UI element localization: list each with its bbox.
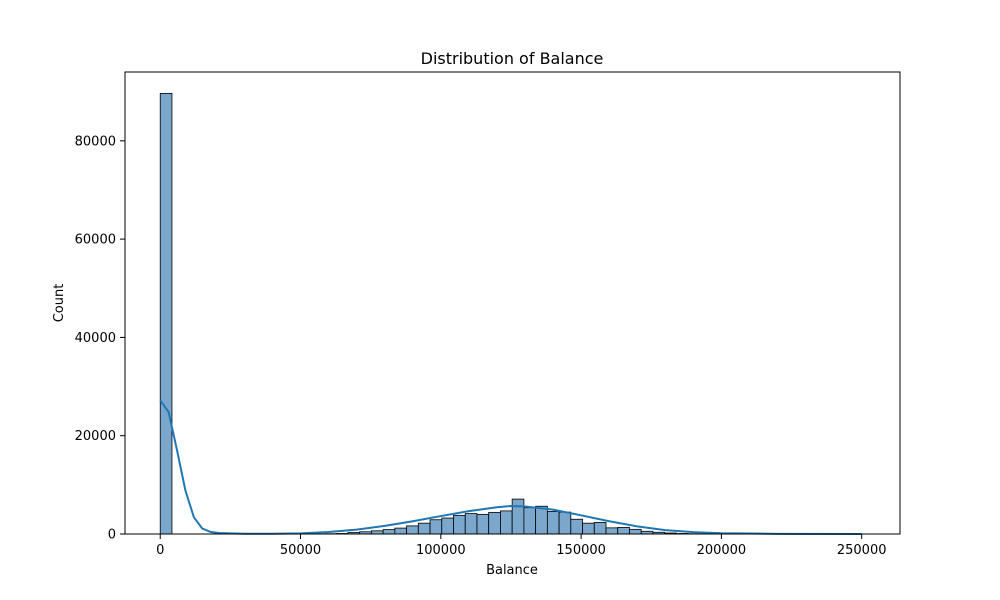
histogram-bar <box>464 513 478 535</box>
chart-title: Distribution of Balance <box>421 49 604 68</box>
histogram-bar <box>570 518 583 535</box>
histogram-bar <box>417 522 431 535</box>
x-axis-label: Balance <box>486 563 538 578</box>
histogram-bar <box>605 527 619 535</box>
histogram-bar <box>593 522 607 535</box>
histogram-bar <box>535 505 548 535</box>
histogram-bar <box>159 92 173 535</box>
x-axis-ticks: 0 50000 100000 150000 200000 250000 <box>156 534 887 558</box>
y-tick-label: 40000 <box>75 331 116 346</box>
histogram-bar <box>394 527 407 535</box>
x-tick-label: 200000 <box>697 543 747 558</box>
histogram-bar <box>406 525 419 535</box>
histogram-bar <box>582 522 595 535</box>
histogram-bar <box>500 510 513 535</box>
plot-frame <box>124 71 901 535</box>
histogram-bar <box>476 513 490 535</box>
y-axis-ticks: 0 20000 40000 60000 80000 <box>75 134 125 543</box>
x-tick-label: 50000 <box>280 543 321 558</box>
histogram-bar <box>617 526 630 535</box>
x-tick-label: 0 <box>156 543 164 558</box>
histogram-bar <box>382 529 396 535</box>
histogram-bar <box>629 528 642 535</box>
histogram-bar <box>511 498 525 535</box>
x-tick-label: 150000 <box>556 543 606 558</box>
histogram-bar <box>441 517 454 535</box>
x-tick-label: 100000 <box>416 543 466 558</box>
histogram-bar <box>488 511 501 535</box>
y-tick-label: 80000 <box>75 134 116 149</box>
y-tick-label: 0 <box>108 528 116 543</box>
histogram-bars <box>159 92 865 535</box>
histogram-bar <box>546 510 560 535</box>
kde-line <box>159 399 862 535</box>
histogram-bar <box>453 514 466 535</box>
histogram-bar <box>429 519 443 535</box>
x-tick-label: 250000 <box>837 543 887 558</box>
y-tick-label: 60000 <box>75 233 116 248</box>
y-tick-label: 20000 <box>75 429 116 444</box>
histogram-bar <box>558 511 572 535</box>
histogram-bar <box>523 507 537 535</box>
y-axis-label: Count <box>52 284 67 323</box>
